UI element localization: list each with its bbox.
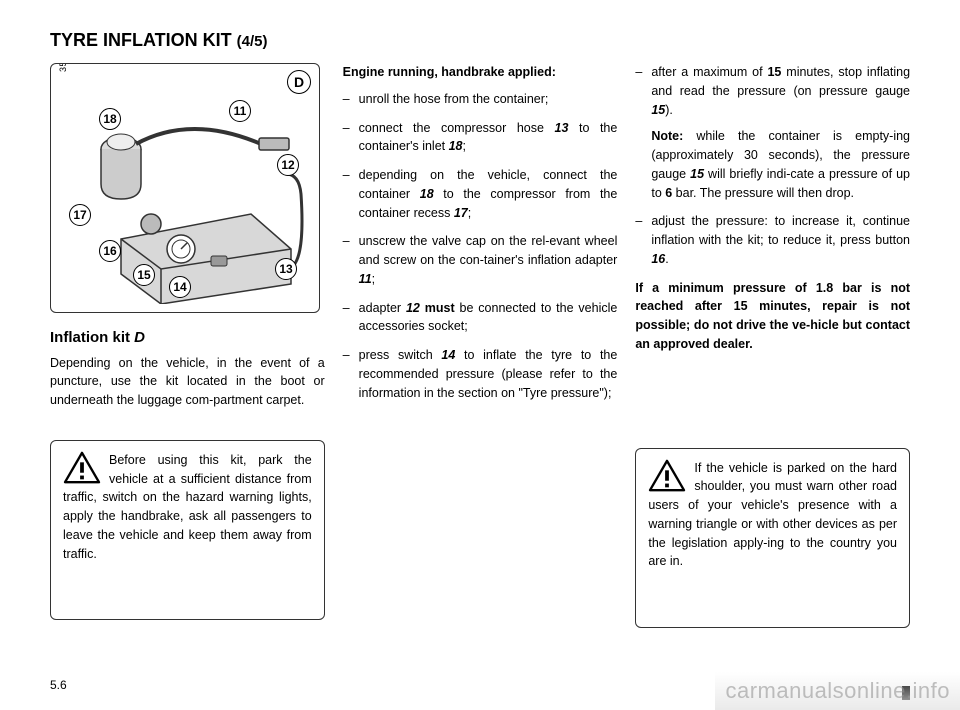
callout-11: 11 <box>229 100 251 122</box>
column-1: 35749 D <box>50 63 325 628</box>
warning-box-left: Before using this kit, park the vehicle … <box>50 440 325 620</box>
list-item: after a maximum of 15 minutes, stop infl… <box>635 63 910 202</box>
title-sub: (4/5) <box>237 33 268 50</box>
list-item: press switch 14 to inflate the tyre to t… <box>343 346 618 402</box>
list-item: adapter 12 must be connected to the vehi… <box>343 299 618 337</box>
column-2: Engine running, handbrake applied: unrol… <box>343 63 618 628</box>
callout-12: 12 <box>277 154 299 176</box>
compressor-illustration <box>61 94 311 304</box>
content-columns: 35749 D <box>50 63 910 628</box>
diagram: 35749 D <box>50 63 320 313</box>
col2-list: unroll the hose from the container; conne… <box>343 90 618 403</box>
list-item: adjust the pressure: to increase it, con… <box>635 212 910 268</box>
inflation-kit-para: Depending on the vehicle, in the event o… <box>50 354 325 410</box>
list-item: depending on the vehicle, connect the co… <box>343 166 618 222</box>
list-item: unscrew the valve cap on the rel-evant w… <box>343 232 618 288</box>
col2-heading: Engine running, handbrake applied: <box>343 63 618 82</box>
inflation-kit-heading: Inflation kit D <box>50 327 325 350</box>
callout-15: 15 <box>133 264 155 286</box>
warning-icon <box>648 459 686 493</box>
warning-box-right: If the vehicle is parked on the hard sho… <box>635 448 910 628</box>
column-3: after a maximum of 15 minutes, stop infl… <box>635 63 910 628</box>
callout-18: 18 <box>99 108 121 130</box>
col3-bold-para: If a minimum pressure of 1.8 bar is not … <box>635 279 910 354</box>
callout-17: 17 <box>69 204 91 226</box>
watermark: carmanualsonline.info <box>715 672 960 710</box>
diagram-letter: D <box>287 70 311 94</box>
image-code: 35749 <box>57 63 71 72</box>
list-item: connect the compressor hose 13 to the co… <box>343 119 618 157</box>
callout-13: 13 <box>275 258 297 280</box>
list-item: unroll the hose from the container; <box>343 90 618 109</box>
col3-list: after a maximum of 15 minutes, stop infl… <box>635 63 910 269</box>
manual-page: TYRE INFLATION KIT (4/5) 35749 D <box>0 0 960 710</box>
callout-14: 14 <box>169 276 191 298</box>
page-title: TYRE INFLATION KIT (4/5) <box>50 30 910 51</box>
title-main: TYRE INFLATION KIT <box>50 30 237 50</box>
callout-16: 16 <box>99 240 121 262</box>
warning-icon <box>63 451 101 485</box>
page-number: 5.6 <box>50 678 67 692</box>
